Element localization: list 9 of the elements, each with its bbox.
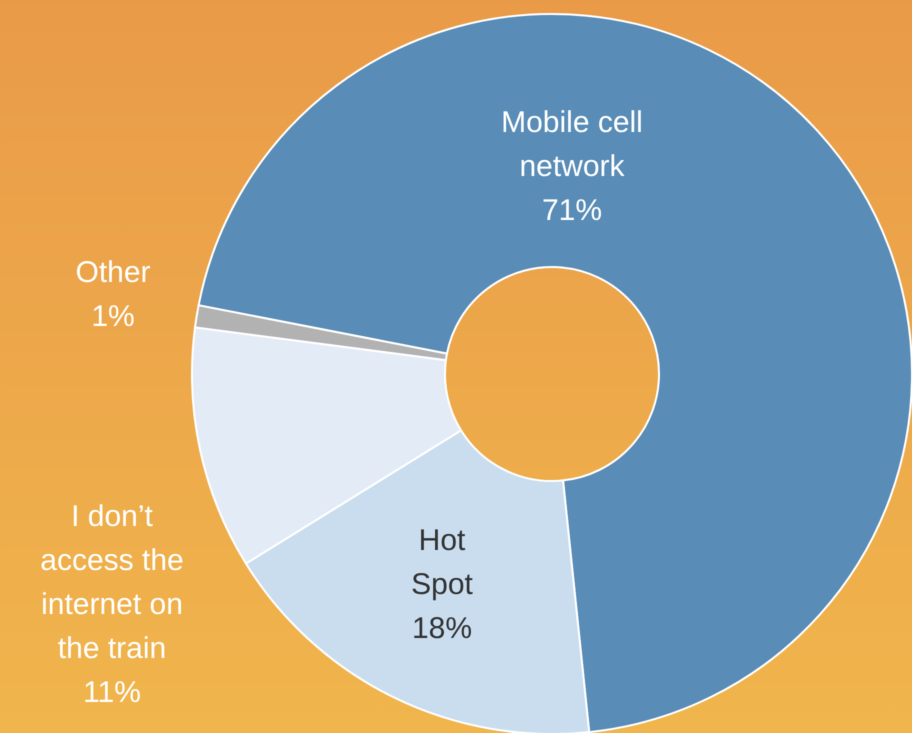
data-label: 71% — [542, 194, 602, 227]
slice-label: I don’t access the internet on the train — [40, 500, 184, 665]
slice-label: Other — [75, 256, 151, 289]
slice-label: Hot Spot — [411, 524, 474, 601]
data-label: 18% — [412, 612, 472, 645]
donut-slice — [198, 13, 912, 733]
data-label: 11% — [83, 676, 141, 709]
slice-label: Mobile cell network — [501, 106, 643, 183]
data-label: 1% — [91, 300, 135, 333]
